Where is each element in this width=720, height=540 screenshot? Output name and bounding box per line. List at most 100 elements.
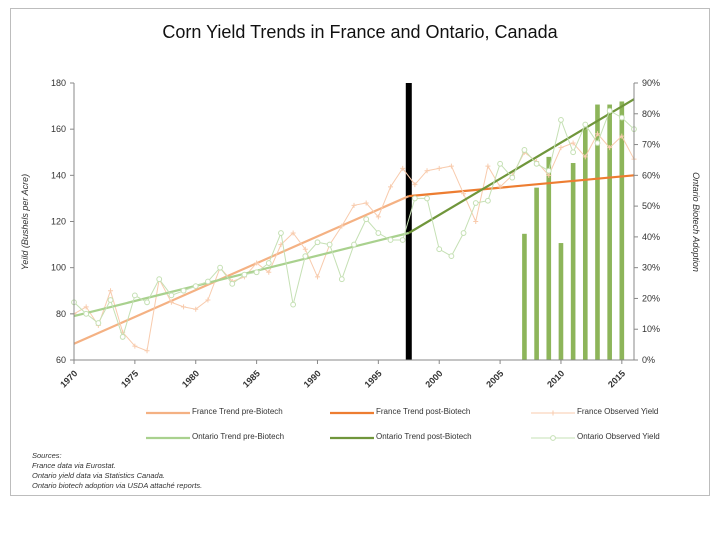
chart-frame	[10, 8, 710, 496]
france-observed-point	[436, 165, 442, 171]
ontario-observed-point	[217, 264, 223, 271]
france-observed-point	[363, 200, 369, 206]
y-tick-label: 60	[56, 355, 66, 365]
ontario-observed-point	[119, 334, 126, 340]
france-observed-point	[607, 145, 613, 151]
x-tick-label: 2015	[606, 368, 627, 389]
ontario-observed-point	[606, 107, 613, 114]
x-tick-label: 2000	[423, 368, 444, 389]
y2-tick-label: 30%	[642, 263, 660, 273]
legend-label: France Trend pre-Biotech	[192, 407, 283, 416]
x-tick-label: 1970	[58, 368, 79, 389]
source-line-france: France data via Eurostat.	[32, 461, 116, 470]
y2-tick-label: 10%	[642, 324, 660, 334]
biotech-adoption-bar	[582, 129, 588, 360]
y-tick-label: 180	[51, 78, 66, 88]
trend-line	[73, 195, 410, 345]
y-axis-label: Yeild (Bushels per Acre)	[20, 174, 30, 270]
x-tick-label: 2005	[484, 368, 505, 389]
france-observed-point	[412, 182, 418, 188]
ontario-observed-point	[326, 241, 333, 248]
source-line-ontario-yield: Ontario yield data via Statistics Canada…	[32, 471, 165, 480]
ontario-observed-point	[107, 297, 114, 303]
ontario-observed-point	[570, 149, 577, 156]
france-observed-point	[181, 304, 187, 310]
ontario-observed-point	[168, 292, 175, 299]
y-tick-label: 80	[56, 309, 66, 319]
biotech-adoption-bar	[558, 243, 564, 360]
ontario-observed-point	[205, 278, 211, 285]
france-observed-point	[485, 163, 491, 169]
france-observed-point	[424, 168, 430, 174]
ontario-observed-point	[302, 253, 309, 260]
france-observed-point	[375, 214, 381, 220]
ontario-observed-point	[594, 140, 601, 146]
ontario-observed-point	[156, 276, 163, 283]
biotech-adoption-bar	[607, 104, 612, 361]
ontario-observed-point	[521, 147, 528, 153]
ontario-observed-point	[314, 239, 321, 246]
source-line-ontario-biotech: Ontario biotech adoption via USDA attach…	[32, 481, 203, 490]
y-tick-label: 100	[51, 263, 66, 273]
x-tick-label: 1995	[363, 368, 384, 389]
ontario-observed-point	[192, 283, 199, 290]
legend-label: Ontario Observed Yield	[577, 432, 660, 441]
ontario-observed-point	[180, 287, 187, 294]
legend-label: France Trend post-Biotech	[376, 407, 471, 416]
france-observed-point	[314, 274, 320, 280]
ontario-observed-point	[399, 237, 406, 243]
ontario-observed-point	[411, 195, 418, 202]
france-observed-point	[168, 299, 174, 305]
x-tick-label: 1980	[180, 368, 201, 389]
y2-tick-label: 0%	[642, 355, 655, 365]
ontario-observed-point	[497, 160, 503, 167]
y2-tick-label: 60%	[642, 170, 660, 180]
france-observed-point	[266, 269, 272, 275]
ontario-observed-point	[95, 320, 102, 326]
biotech-adoption-bar	[546, 156, 552, 360]
ontario-observed-point	[253, 269, 260, 276]
ontario-observed-point	[131, 292, 138, 299]
ontario-observed-point	[472, 200, 479, 206]
france-observed-point	[400, 165, 406, 171]
ontario-observed-point	[351, 241, 357, 248]
sources-heading: Sources:	[32, 451, 62, 460]
ontario-observed-point	[424, 195, 430, 202]
ontario-observed-point	[582, 121, 589, 128]
france-observed-point	[546, 172, 552, 178]
legend-swatch	[146, 411, 190, 415]
france-observed-point	[108, 288, 114, 294]
y2-tick-label: 80%	[642, 109, 660, 119]
france-observed-point	[448, 163, 454, 169]
france-observed-point	[302, 246, 308, 252]
ontario-observed-point	[363, 216, 370, 223]
ontario-observed-point	[338, 276, 345, 283]
legend-label: France Observed Yield	[577, 407, 659, 416]
ontario-observed-point	[265, 260, 272, 266]
france-observed-point	[290, 230, 296, 236]
y2-tick-label: 90%	[642, 78, 660, 88]
ontario-observed-point	[83, 310, 90, 317]
x-tick-label: 1975	[119, 368, 140, 389]
ontario-observed-point	[241, 271, 248, 278]
legend-swatch	[330, 411, 374, 415]
biotech-introduction-marker	[405, 83, 412, 360]
x-tick-label: 2010	[545, 368, 566, 389]
trend-line	[73, 231, 410, 318]
legend-label: Ontario Trend post-Biotech	[376, 432, 472, 441]
france-observed-point	[339, 223, 345, 229]
legend-swatch	[146, 436, 190, 440]
ontario-observed-point	[485, 197, 491, 204]
ontario-observed-point	[436, 246, 443, 253]
ontario-observed-point	[460, 230, 467, 236]
y-tick-label: 120	[51, 217, 66, 227]
ontario-observed-point	[533, 160, 540, 167]
x-tick-label: 1985	[241, 368, 262, 389]
ontario-observed-point	[509, 174, 516, 181]
trend-line	[408, 98, 635, 234]
chart-title: Corn Yield Trends in France and Ontario,…	[162, 22, 558, 42]
ontario-observed-point	[375, 230, 382, 236]
ontario-observed-point	[448, 253, 455, 260]
ontario-observed-point	[144, 299, 150, 306]
x-tick-label: 1990	[302, 368, 323, 389]
